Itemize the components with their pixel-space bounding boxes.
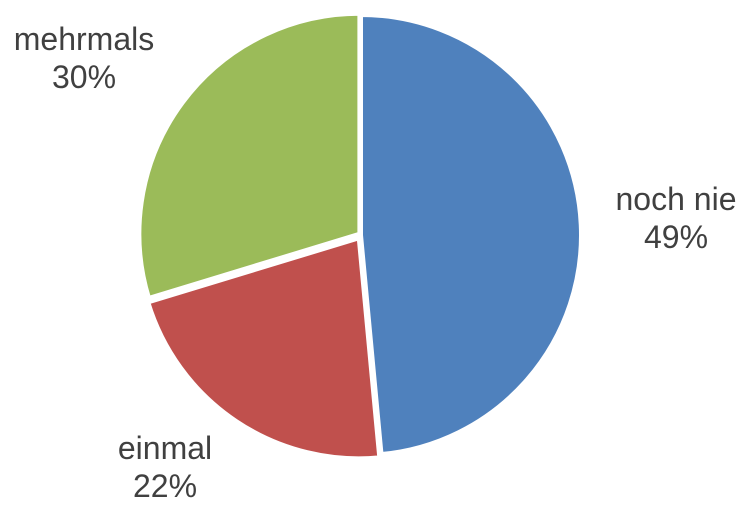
pie-slice-mehrmals (137, 11, 362, 300)
slice-label-mehrmals: mehrmals (14, 21, 154, 57)
pie-slice-noch-nie (359, 13, 583, 457)
slice-label-noch-nie: noch nie (616, 181, 737, 217)
slice-label-einmal: einmal (118, 430, 212, 466)
slice-value-einmal: 22% (133, 468, 197, 504)
pie-slice-einmal (146, 236, 382, 461)
slice-value-noch-nie: 49% (644, 219, 708, 255)
slice-value-mehrmals: 30% (52, 59, 116, 95)
slices-layer (137, 11, 583, 461)
